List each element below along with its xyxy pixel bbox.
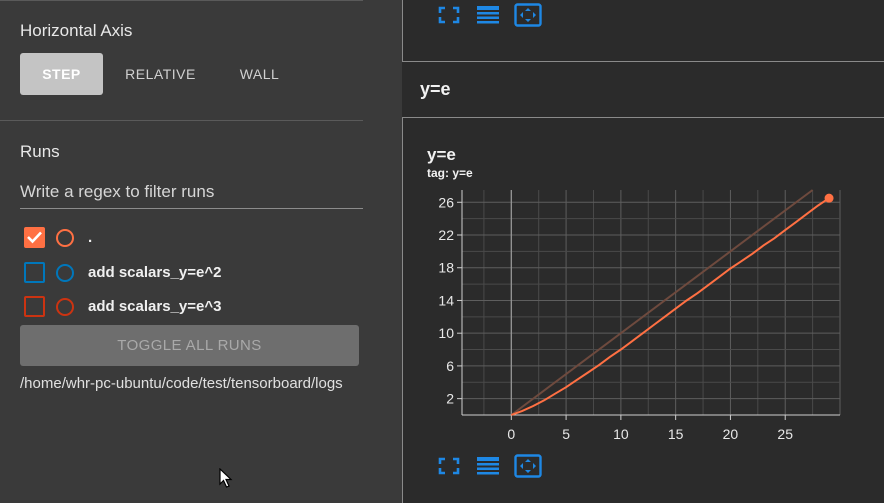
section-header[interactable]: y=e (420, 79, 451, 99)
run-label: add scalars_y=e^2 (88, 264, 222, 281)
series-last-point (824, 193, 834, 203)
run-row[interactable]: add scalars_y=e^2 (24, 261, 364, 287)
x-tick-label: 0 (507, 426, 515, 442)
x-tick-label: 15 (668, 426, 684, 442)
checkmark-icon (27, 231, 42, 244)
y-tick-label: 22 (438, 227, 454, 243)
run-row[interactable]: add scalars_y=e^3 (24, 295, 364, 321)
x-tick-label: 20 (723, 426, 739, 442)
run-label: add scalars_y=e^3 (88, 298, 222, 315)
divider (0, 120, 363, 121)
x-tick-label: 10 (613, 426, 629, 442)
run-checkbox[interactable] (24, 296, 45, 317)
fullscreen-icon[interactable] (436, 4, 462, 26)
toggle-all-runs-button[interactable]: TOGGLE ALL RUNS (20, 325, 359, 366)
run-row[interactable]: . (24, 226, 364, 252)
panel-border (402, 117, 884, 118)
sidebar: Horizontal Axis STEP RELATIVE WALL Runs … (0, 0, 402, 503)
divider (0, 0, 363, 1)
x-tick-label: 5 (562, 426, 570, 442)
y-tick-label: 6 (446, 358, 454, 374)
runs-title: Runs (20, 142, 60, 161)
run-color-swatch[interactable] (56, 264, 74, 282)
data-table-icon[interactable] (475, 4, 501, 26)
run-color-swatch[interactable] (56, 229, 74, 247)
fit-domain-icon[interactable] (514, 454, 542, 478)
chart-card-title: y=e (427, 145, 456, 164)
panel-border (402, 61, 884, 62)
y-tick-label: 2 (446, 391, 454, 407)
horizontal-axis-title: Horizontal Axis (20, 21, 133, 40)
fullscreen-icon[interactable] (436, 455, 462, 477)
run-checkbox[interactable] (24, 262, 45, 283)
y-tick-label: 14 (438, 292, 454, 308)
relative-button[interactable]: RELATIVE (125, 66, 196, 82)
x-tick-label: 25 (777, 426, 793, 442)
y-tick-label: 18 (438, 260, 454, 276)
panel-border (402, 117, 403, 503)
chart-card-tag: tag: y=e (427, 166, 473, 180)
series-line (510, 197, 830, 416)
y-tick-label: 26 (438, 194, 454, 210)
mouse-cursor-icon (219, 468, 233, 488)
log-directory: /home/whr-pc-ubuntu/code/test/tensorboar… (20, 375, 343, 392)
run-checkbox[interactable] (24, 227, 45, 248)
main-content: y=e y=e tag: y=e 0 5 10 15 20 25 2 6 10 14 18 22 26 (402, 0, 884, 503)
fit-domain-icon[interactable] (514, 3, 542, 27)
data-table-icon[interactable] (475, 455, 501, 477)
step-button[interactable]: STEP (20, 53, 103, 95)
y-tick-label: 10 (438, 325, 454, 341)
series-line-smoothed (510, 189, 814, 416)
run-label: . (88, 229, 93, 246)
run-color-swatch[interactable] (56, 298, 74, 316)
run-filter-input[interactable] (20, 176, 363, 209)
wall-button[interactable]: WALL (239, 66, 280, 82)
panel-border (402, 0, 403, 62)
